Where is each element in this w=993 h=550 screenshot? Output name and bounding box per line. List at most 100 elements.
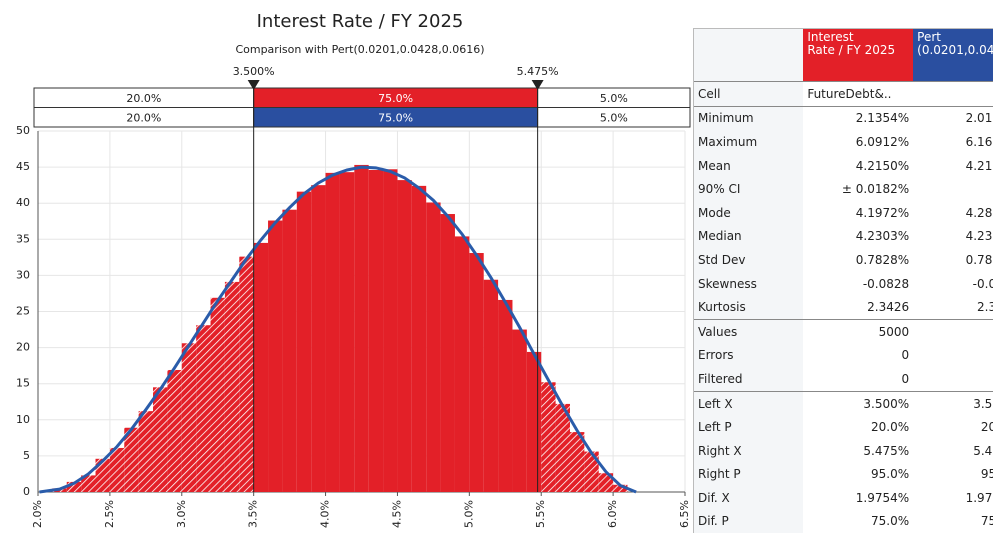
cell	[913, 367, 993, 391]
x-tick-label: 2.0%	[31, 500, 44, 528]
cell: 0.7827%	[965, 252, 993, 267]
row-label: Filtered	[693, 367, 804, 392]
table-row: Maximum 6.0912% 6.1600%	[693, 130, 993, 154]
bar	[239, 256, 254, 492]
cell: FutureDebt&..	[803, 81, 914, 107]
header-line: Pert	[917, 30, 941, 44]
cell: 75.0%	[871, 514, 910, 529]
table-row: Dif. P 75.0% 75.0%	[693, 509, 993, 534]
delimiter-marker	[247, 80, 260, 90]
y-tick-label: 10	[16, 413, 30, 426]
row-label: Right P	[693, 462, 804, 487]
x-tick-label: 2.5%	[103, 500, 116, 528]
bar	[411, 185, 427, 492]
x-tick-label: 4.5%	[390, 500, 403, 528]
cell	[913, 318, 993, 344]
x-tick-label: 5.5%	[534, 500, 547, 528]
y-tick-label: 35	[16, 232, 30, 245]
bar	[311, 185, 326, 492]
x-tick-label: 3.0%	[175, 500, 188, 528]
band-label: 75.0%	[378, 92, 413, 105]
bar	[210, 297, 225, 492]
bar	[498, 299, 513, 492]
bar	[339, 172, 355, 493]
row-label: Values	[693, 318, 804, 344]
cell	[913, 81, 993, 107]
bar	[153, 387, 168, 492]
x-tick-label: 4.0%	[319, 500, 332, 528]
table-row: Dif. X 1.9754% 1.9754%	[693, 486, 993, 510]
row-label: Cell	[693, 81, 804, 107]
bar	[598, 473, 614, 492]
cell: 5.475%	[973, 443, 993, 458]
row-label: Mean	[693, 153, 804, 178]
y-tick-label: 20	[16, 341, 30, 354]
cell: 95.0%	[871, 467, 910, 482]
cell: 2.3425	[977, 300, 993, 315]
row-label: Errors	[693, 343, 804, 368]
cell: 0.7828%	[855, 252, 910, 267]
table-row: Left P 20.0% 20.0%	[693, 415, 993, 439]
delimiter-label: 3.500%	[233, 65, 275, 78]
cell: 6.1600%	[965, 134, 993, 149]
cell: 2.0100%	[913, 105, 993, 131]
cell: 4.2150%	[855, 158, 910, 173]
x-tick-label: 5.0%	[462, 500, 475, 528]
bar	[368, 169, 384, 492]
cell: 5.475%	[863, 443, 910, 458]
bar	[354, 164, 369, 492]
column-header: Interest Rate / FY 2025	[803, 28, 914, 82]
bar	[426, 202, 441, 492]
column-header: Pert(0.0201,0.0428,	[913, 28, 993, 82]
chart: Interest Rate / FY 2025 Comparison with …	[16, 11, 691, 528]
cell: 3.500%	[803, 390, 914, 416]
cell: 4.2800%	[965, 205, 993, 220]
table-row: Filtered 0	[693, 367, 993, 392]
table-row: Mean 4.2150% 4.2150%	[693, 153, 993, 178]
bar	[397, 180, 412, 492]
x-tick-label: 6.5%	[678, 500, 691, 528]
row-label: Median	[693, 224, 804, 249]
band-label: 75.0%	[378, 111, 413, 124]
cell: ± 0.0182%	[841, 182, 910, 197]
cell: -0.0830	[972, 276, 993, 291]
row-label: Dif. P	[693, 509, 804, 534]
cell: 0	[901, 371, 910, 386]
bar	[167, 369, 182, 492]
row-label: Mode	[693, 200, 804, 225]
bar	[469, 253, 484, 492]
bar	[296, 191, 312, 492]
table-row: Std Dev 0.7828% 0.7827%	[693, 248, 993, 272]
bar	[282, 209, 297, 492]
table-row: Errors 0	[693, 343, 993, 368]
cell: 2.1354%	[803, 105, 914, 131]
bar	[325, 172, 340, 492]
cell: 6.0912%	[855, 134, 910, 149]
cell	[913, 177, 993, 201]
row-label: Std Dev	[693, 248, 804, 272]
cell: 4.2150%	[965, 158, 993, 173]
bar	[512, 329, 527, 492]
cell: -0.0828	[862, 276, 910, 291]
bar	[483, 279, 499, 492]
table-row: Right P 95.0% 95.0%	[693, 462, 993, 487]
bar	[555, 403, 570, 492]
y-tick-label: 50	[16, 124, 30, 137]
table-row: Median 4.2303% 4.2303%	[693, 224, 993, 249]
x-tick-label: 6.0%	[606, 500, 619, 528]
band-label: 5.0%	[600, 111, 628, 124]
table-row: 90% CI ± 0.0182%	[693, 177, 993, 201]
bar	[95, 458, 110, 492]
delimiter-marker	[531, 80, 544, 90]
x-tick-label: 3.5%	[247, 500, 260, 528]
band-label: 5.0%	[600, 92, 628, 105]
y-tick-label: 40	[16, 196, 30, 209]
fit-line	[39, 165, 637, 494]
chart-subtitle: Comparison with Pert(0.0201,0.0428,0.061…	[235, 43, 484, 56]
bar	[268, 220, 283, 492]
cell: 20.0%	[980, 420, 993, 435]
bar	[181, 343, 197, 492]
